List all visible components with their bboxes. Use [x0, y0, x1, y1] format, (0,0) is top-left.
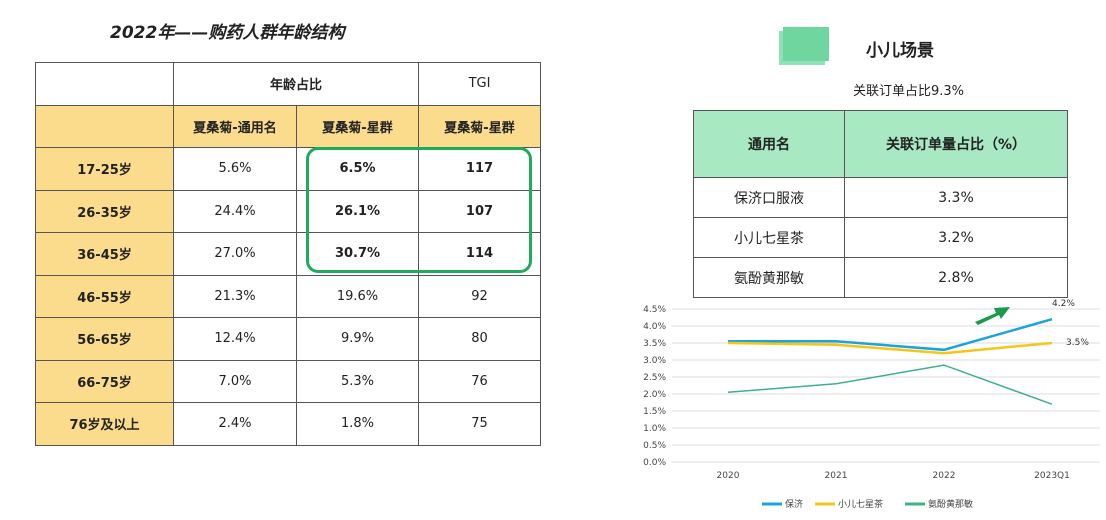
- table-cell: 76岁及以上: [35, 402, 174, 446]
- table-cell: 5.6%: [173, 147, 297, 191]
- order-share-table: 通用名 关联订单量占比（%） 保济口服液 3.3% 小儿七星茶 3.2% 氨酚黄那敏 2.8…: [693, 110, 1068, 298]
- legend-label: 保济: [785, 498, 803, 510]
- table-cell: 3.3%: [844, 177, 1068, 218]
- table-cell: 21.3%: [173, 274, 297, 318]
- y-tick-label: 4.5%: [643, 305, 666, 315]
- trend-arrow-icon: [975, 307, 1010, 325]
- x-tick-label: 2021: [825, 471, 848, 481]
- col-header: 通用名: [693, 110, 845, 178]
- table-cell: 3.2%: [844, 217, 1068, 258]
- table-cell: 氨酚黄那敏: [693, 257, 845, 298]
- col-header: 关联订单量占比（%）: [844, 110, 1068, 178]
- header-age-share: 年龄占比: [173, 62, 419, 106]
- table-cell: 24.4%: [173, 189, 297, 233]
- col-header: 夏桑菊-通用名: [173, 104, 297, 148]
- table-cell: 75: [418, 402, 541, 446]
- table-row: 66-75岁 7.0% 5.3% 76: [35, 359, 541, 403]
- legend-label: 小儿七星茶: [838, 498, 883, 510]
- table-cell: 92: [418, 274, 541, 318]
- table-cell: 5.3%: [296, 359, 419, 403]
- table-row: 76岁及以上 2.4% 1.8% 75: [35, 402, 541, 446]
- table-cell: 107: [418, 189, 541, 233]
- legend-label: 氨酚黄那敏: [928, 498, 973, 510]
- scene-icon: [783, 27, 829, 61]
- table-row: 26-35岁 24.4% 26.1% 107: [35, 189, 541, 233]
- series-line: [727, 341, 1053, 355]
- y-tick-label: 0.0%: [643, 458, 666, 468]
- left-title: 2022年——购药人群年龄结构: [110, 23, 345, 43]
- y-tick-label: 0.5%: [643, 441, 666, 451]
- table-cell: 2.4%: [173, 402, 297, 446]
- y-tick-label: 2.5%: [643, 373, 666, 383]
- y-tick-label: 3.0%: [643, 356, 666, 366]
- table-cell: 26-35岁: [35, 189, 174, 233]
- table-cell: 9.9%: [296, 317, 419, 361]
- table-row: 46-55岁 21.3% 19.6% 92: [35, 274, 541, 318]
- data-label: 3.5%: [1066, 338, 1089, 348]
- table-cell: 56-65岁: [35, 317, 174, 361]
- table-cell: 76: [418, 359, 541, 403]
- series-line: [727, 364, 1053, 405]
- table-row: 氨酚黄那敏 2.8%: [693, 257, 1068, 298]
- x-tick-label: 2023Q1: [1034, 471, 1070, 481]
- highlight-box: [306, 147, 532, 273]
- table-cell: 27.0%: [173, 232, 297, 276]
- table-row: 保济口服液 3.3%: [693, 177, 1068, 218]
- table-cell: 17-25岁: [35, 147, 174, 191]
- y-tick-label: 4.0%: [643, 322, 666, 332]
- table-cell: 12.4%: [173, 317, 297, 361]
- table-cell: 1.8%: [296, 402, 419, 446]
- col-header: 夏桑菊-星群: [418, 104, 541, 148]
- y-tick-label: 3.5%: [643, 339, 666, 349]
- right-subtitle: 关联订单占比9.3%: [853, 84, 965, 99]
- data-label: 4.2%: [1052, 299, 1075, 309]
- y-tick-label: 1.5%: [643, 407, 666, 417]
- table-cell: 46-55岁: [35, 274, 174, 318]
- table-row: 56-65岁 12.4% 9.9% 80: [35, 317, 541, 361]
- x-tick-label: 2022: [933, 471, 956, 481]
- y-tick-label: 1.0%: [643, 424, 666, 434]
- table-cell: 36-45岁: [35, 232, 174, 276]
- series-line: [728, 317, 1053, 352]
- y-tick-label: 2.0%: [643, 390, 666, 400]
- x-tick-label: 2020: [717, 471, 740, 481]
- table-cell: 66-75岁: [35, 359, 174, 403]
- table-cell: 保济口服液: [693, 177, 845, 218]
- right-title: 小儿场景: [866, 41, 934, 61]
- age-structure-table: 年龄占比 TGI 夏桑菊-通用名 夏桑菊-星群 夏桑菊-星群 17-25岁 5.6% 6.…: [35, 62, 541, 446]
- table-cell: 2.8%: [844, 257, 1068, 298]
- table-cell: 19.6%: [296, 274, 419, 318]
